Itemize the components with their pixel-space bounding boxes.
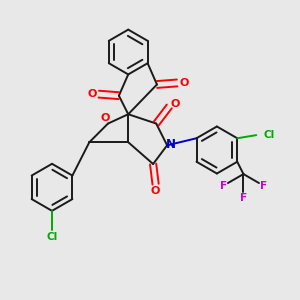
Text: O: O xyxy=(87,89,97,99)
Text: O: O xyxy=(151,186,160,196)
Text: N: N xyxy=(166,138,176,151)
Text: O: O xyxy=(179,78,189,88)
Text: O: O xyxy=(101,113,110,123)
Text: F: F xyxy=(260,181,267,191)
Text: F: F xyxy=(240,193,247,202)
Text: O: O xyxy=(170,99,180,109)
Text: Cl: Cl xyxy=(46,232,58,242)
Text: F: F xyxy=(220,181,227,191)
Text: Cl: Cl xyxy=(263,130,275,140)
